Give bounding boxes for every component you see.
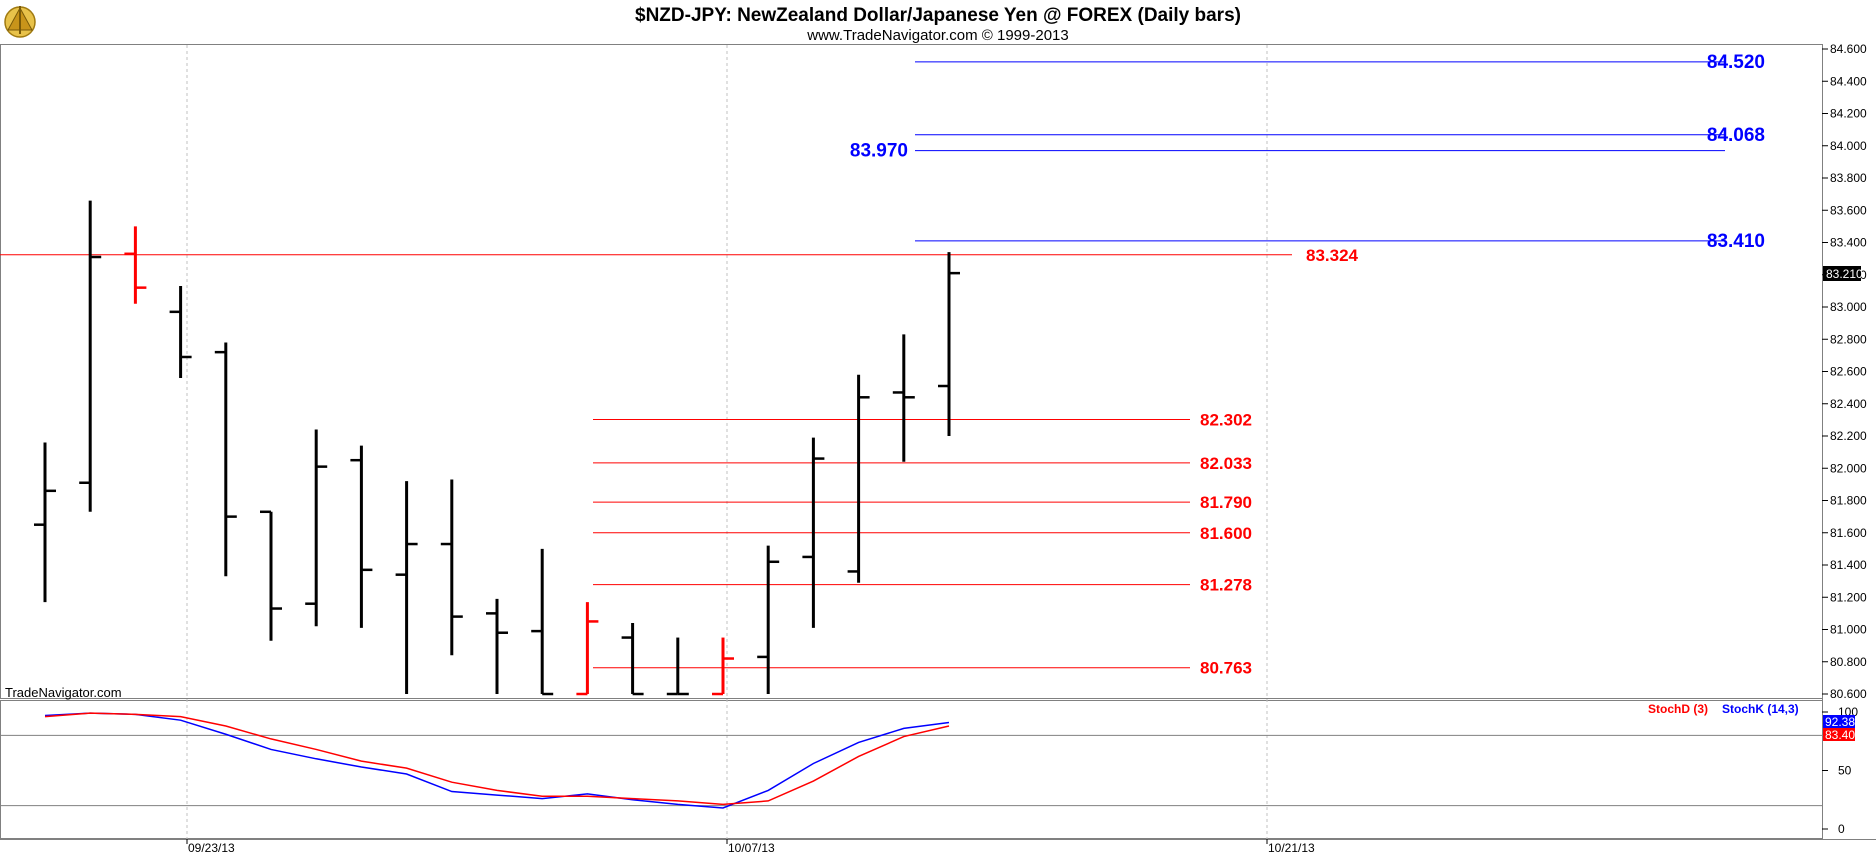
stochk-last-value: 92.38 (1825, 715, 1855, 729)
ohlc-bar (531, 548, 554, 696)
ohlc-bar (305, 429, 328, 627)
y-tick-label: 81.000 (1830, 623, 1867, 637)
stochd-last-value: 83.40 (1825, 728, 1855, 742)
stoch-panel-frame (0, 700, 1823, 839)
ohlc-bar (34, 442, 56, 603)
ohlc-bar (938, 252, 960, 436)
x-tick-label: 09/23/13 (188, 841, 235, 854)
y-tick-label: 84.600 (1830, 42, 1867, 56)
level-lines: 84.520 84.068 83.970 83.410 83.324 82.302 82.0… (0, 52, 1765, 678)
y-tick-label: 82.800 (1830, 332, 1867, 346)
ohlc-bar (260, 510, 282, 641)
y-tick-label: 84.200 (1830, 107, 1867, 121)
ohlc-bar (757, 545, 780, 694)
ohlc-bar (576, 602, 599, 696)
y-tick-label: 82.200 (1830, 429, 1867, 443)
y-tick-label: 81.200 (1830, 590, 1867, 604)
stoch-tick-label: 0 (1838, 822, 1845, 836)
level-label: 81.600 (1200, 524, 1252, 543)
ohlc-bar (350, 445, 373, 628)
stoch-series-line (44, 712, 950, 809)
y-tick-label: 82.400 (1830, 397, 1867, 411)
level-label: 83.970 (850, 141, 908, 162)
level-label: 84.068 (1707, 125, 1765, 146)
ohlc-bar (712, 637, 734, 696)
y-tick-label: 83.000 (1830, 300, 1867, 314)
ohlc-bar (802, 437, 825, 628)
ohlc-bar (395, 481, 418, 694)
y-tick-label: 81.600 (1830, 526, 1867, 540)
stoch-last-values: 92.38 83.40 (1823, 715, 1855, 742)
ohlc-bar (440, 479, 463, 656)
y-tick-label: 84.000 (1830, 139, 1867, 153)
level-label: 84.520 (1707, 52, 1765, 73)
level-label: 82.302 (1200, 411, 1252, 430)
ohlc-bar (124, 226, 147, 304)
gridlines (186, 45, 1268, 839)
x-tick-label: 10/21/13 (1268, 841, 1315, 854)
ohlc-bar (892, 334, 915, 462)
level-label: 81.278 (1200, 576, 1252, 595)
ohlc-bar (666, 637, 689, 696)
y-tick-label: 81.800 (1830, 494, 1867, 508)
chart-subtitle: www.TradeNavigator.com © 1999-2013 (806, 27, 1068, 44)
y-tick-label: 84.400 (1830, 74, 1867, 88)
stoch-series-line (44, 712, 950, 806)
date-axis: 09/23/13 10/07/13 10/21/13 (186, 839, 1315, 854)
y-tick-label: 80.800 (1830, 655, 1867, 669)
y-tick-label: 81.400 (1830, 558, 1867, 572)
y-tick-label: 83.800 (1830, 171, 1867, 185)
y-tick-label: 80.600 (1830, 687, 1867, 701)
stoch-tick-label: 50 (1838, 764, 1852, 778)
level-label: 82.033 (1200, 454, 1252, 473)
y-tick-label: 82.600 (1830, 365, 1867, 379)
last-price-marker: 83.210 (1823, 266, 1863, 281)
level-label: 83.410 (1707, 231, 1765, 252)
ohlc-bar (214, 342, 237, 577)
ohlc-bar (486, 598, 508, 694)
price-panel-frame (0, 44, 1823, 699)
y-tick-label: 82.000 (1830, 461, 1867, 475)
chart-title: $NZD-JPY: NewZealand Dollar/Japanese Yen… (635, 5, 1241, 26)
level-label: 80.763 (1200, 659, 1252, 678)
level-label: 83.324 (1306, 246, 1359, 265)
watermark: TradeNavigator.com (5, 685, 122, 700)
level-label: 81.790 (1200, 493, 1252, 512)
ohlc-bar (169, 286, 192, 378)
ohlc-bar (79, 200, 102, 512)
ohlc-bar (621, 623, 644, 696)
ohlc-bars (34, 200, 960, 696)
price-axis: 84.600 84.400 84.200 84.000 83.800 83.600 83.4… (1822, 42, 1867, 701)
y-tick-label: 83.600 (1830, 203, 1867, 217)
legend-stochd: StochD (3) (1648, 702, 1708, 716)
ohlc-bar (847, 374, 870, 583)
last-price-label: 83.210 (1826, 267, 1863, 281)
legend-stochk: StochK (14,3) (1722, 702, 1799, 716)
y-tick-label: 83.400 (1830, 236, 1867, 250)
x-tick-label: 10/07/13 (728, 841, 775, 854)
trade-navigator-logo-icon (4, 6, 36, 38)
